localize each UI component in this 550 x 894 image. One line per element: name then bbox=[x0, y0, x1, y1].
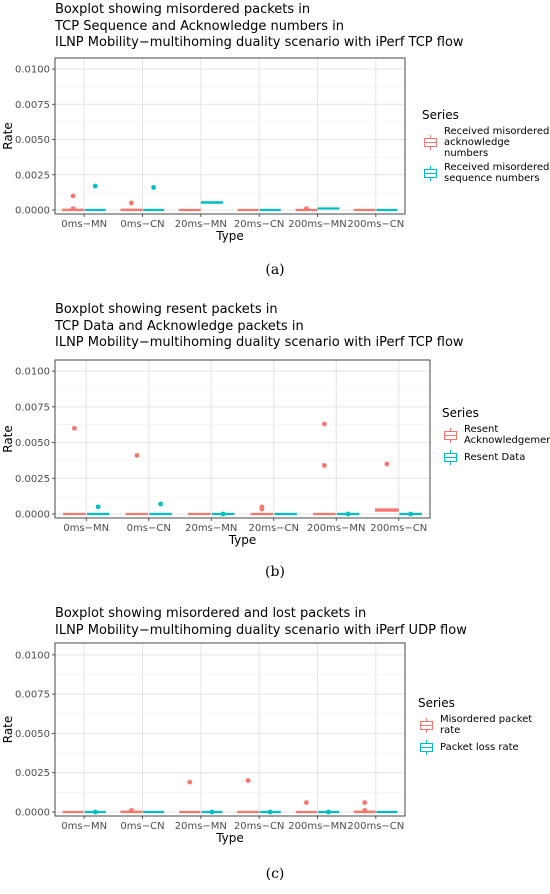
y-tick-label: 0.0025 bbox=[15, 170, 50, 181]
legend-item: Received misordered acknowledge numbers bbox=[422, 126, 550, 159]
x-axis-label: Type bbox=[228, 533, 257, 547]
plot-background bbox=[55, 360, 430, 518]
legend-key-red bbox=[418, 717, 435, 734]
y-tick-label: 0.0100 bbox=[15, 65, 50, 76]
legend-label: Misordered packet rate bbox=[440, 714, 550, 736]
outlier-point bbox=[408, 512, 413, 517]
y-axis-label: Rate bbox=[1, 122, 15, 150]
legend-label: Resent Acknowledgement bbox=[464, 424, 550, 446]
y-tick-label: 0.0075 bbox=[15, 100, 50, 111]
legend-title: Series bbox=[422, 108, 550, 122]
legend-title: Series bbox=[442, 406, 550, 420]
outlier-point bbox=[268, 810, 273, 815]
y-tick-label: 0.0025 bbox=[15, 768, 50, 779]
outlier-point bbox=[346, 512, 351, 517]
outlier-point bbox=[129, 808, 134, 813]
y-tick-label: 0.0100 bbox=[15, 650, 50, 661]
x-tick-label: 200ms−CN bbox=[347, 821, 404, 832]
outlier-point bbox=[93, 810, 98, 815]
outlier-point bbox=[221, 512, 226, 517]
legend-item: Packet loss rate bbox=[418, 739, 550, 756]
x-tick-label: 0ms−MN bbox=[61, 821, 107, 832]
outlier-point bbox=[362, 800, 367, 805]
y-tick-label: 0.0000 bbox=[15, 808, 50, 819]
outlier-point bbox=[129, 201, 134, 206]
outlier-point bbox=[93, 184, 98, 189]
figure-caption: (b) bbox=[0, 564, 550, 580]
y-tick-label: 0.0050 bbox=[15, 729, 50, 740]
x-tick-label: 200ms−MN bbox=[288, 821, 347, 832]
outlier-point bbox=[304, 800, 309, 805]
legend-label: Received misordered acknowledge numbers bbox=[444, 126, 550, 159]
outlier-point bbox=[71, 194, 76, 199]
figure-caption: (a) bbox=[0, 262, 550, 278]
y-tick-label: 0.0050 bbox=[15, 135, 50, 146]
outlier-point bbox=[134, 453, 139, 458]
outlier-point bbox=[322, 422, 327, 427]
x-tick-label: 200ms−MN bbox=[307, 523, 366, 534]
y-axis-label: Rate bbox=[1, 425, 15, 453]
outlier-point bbox=[151, 185, 156, 190]
y-tick-label: 0.0050 bbox=[15, 438, 50, 449]
outlier-point bbox=[322, 463, 327, 468]
x-tick-label: 0ms−CN bbox=[120, 821, 164, 832]
legend-label: Received misordered sequence numbers bbox=[444, 162, 550, 184]
legend: Series Received misordered acknowledge n… bbox=[422, 108, 550, 187]
outlier-point bbox=[187, 780, 192, 785]
y-tick-label: 0.0000 bbox=[15, 510, 50, 521]
outlier-point bbox=[362, 808, 367, 813]
x-tick-label: 0ms−CN bbox=[127, 523, 171, 534]
legend-key-teal bbox=[442, 449, 459, 466]
outlier-point bbox=[326, 810, 331, 815]
outlier-point bbox=[96, 504, 101, 509]
x-tick-label: 200ms−CN bbox=[370, 523, 427, 534]
outlier-point bbox=[72, 426, 77, 431]
y-tick-label: 0.0025 bbox=[15, 474, 50, 485]
x-tick-label: 0ms−MN bbox=[61, 219, 107, 230]
y-axis-label: Rate bbox=[1, 716, 15, 744]
y-tick-label: 0.0000 bbox=[15, 206, 50, 217]
legend-label: Resent Data bbox=[464, 452, 525, 463]
plot-background bbox=[55, 643, 405, 816]
x-tick-label: 200ms−CN bbox=[347, 219, 404, 230]
outlier-point bbox=[384, 462, 389, 467]
legend-key-red bbox=[442, 427, 459, 444]
legend-key-red bbox=[422, 134, 439, 151]
legend-item: Misordered packet rate bbox=[418, 714, 550, 736]
figure-caption: (c) bbox=[0, 866, 550, 882]
legend-title: Series bbox=[418, 696, 550, 710]
legend: Series Misordered packet rate Packet los… bbox=[418, 696, 550, 759]
legend-key-teal bbox=[422, 165, 439, 182]
outlier-point bbox=[210, 810, 215, 815]
outlier-point bbox=[304, 206, 309, 211]
legend-label: Packet loss rate bbox=[440, 742, 519, 753]
x-tick-label: 0ms−MN bbox=[63, 523, 109, 534]
x-axis-label: Type bbox=[215, 229, 244, 243]
outlier-point bbox=[158, 502, 163, 507]
y-tick-label: 0.0075 bbox=[15, 690, 50, 701]
outlier-point bbox=[71, 206, 76, 211]
legend-key-teal bbox=[418, 739, 435, 756]
y-tick-label: 0.0100 bbox=[15, 367, 50, 378]
legend-item: Resent Acknowledgement bbox=[442, 424, 550, 446]
outlier-point bbox=[246, 778, 251, 783]
x-tick-label: 200ms−MN bbox=[288, 219, 347, 230]
y-tick-label: 0.0075 bbox=[15, 402, 50, 413]
legend: Series Resent Acknowledgement Resent Dat… bbox=[442, 406, 550, 469]
legend-item: Resent Data bbox=[442, 449, 550, 466]
x-axis-label: Type bbox=[215, 831, 244, 845]
x-tick-label: 0ms−CN bbox=[120, 219, 164, 230]
plot-background bbox=[55, 58, 405, 214]
legend-item: Received misordered sequence numbers bbox=[422, 162, 550, 184]
outlier-point bbox=[259, 504, 264, 509]
